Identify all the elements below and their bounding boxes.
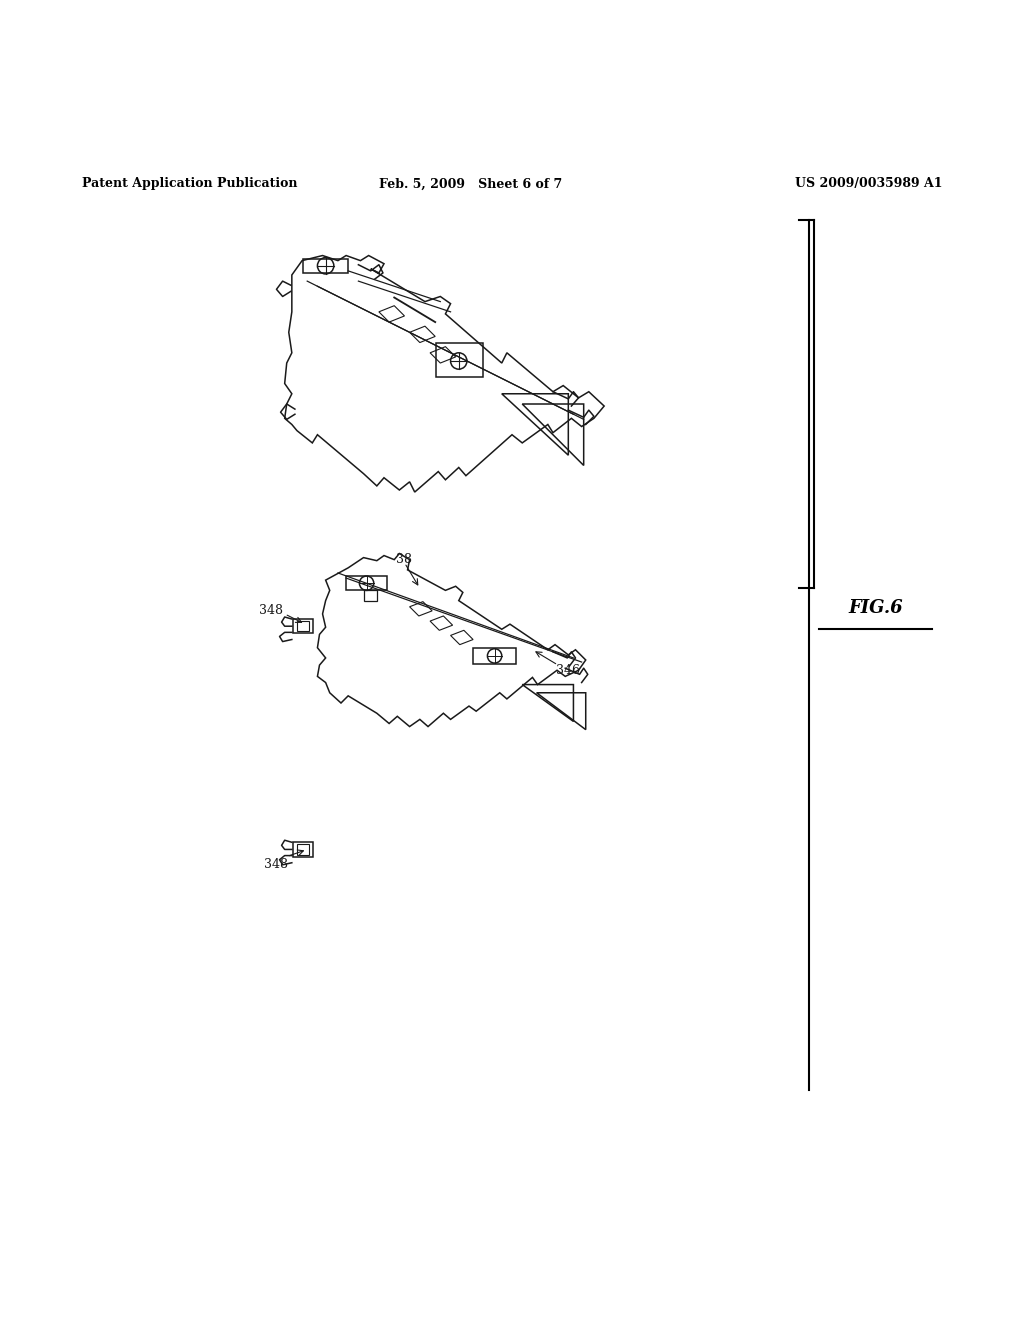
Text: Feb. 5, 2009   Sheet 6 of 7: Feb. 5, 2009 Sheet 6 of 7 bbox=[380, 177, 562, 190]
Text: Patent Application Publication: Patent Application Publication bbox=[82, 177, 297, 190]
Text: 38: 38 bbox=[396, 553, 413, 566]
Text: FIG.6: FIG.6 bbox=[848, 598, 903, 616]
Text: 348: 348 bbox=[264, 858, 289, 871]
Text: 348: 348 bbox=[259, 605, 284, 618]
Text: 346: 346 bbox=[556, 664, 581, 677]
Text: US 2009/0035989 A1: US 2009/0035989 A1 bbox=[795, 177, 942, 190]
